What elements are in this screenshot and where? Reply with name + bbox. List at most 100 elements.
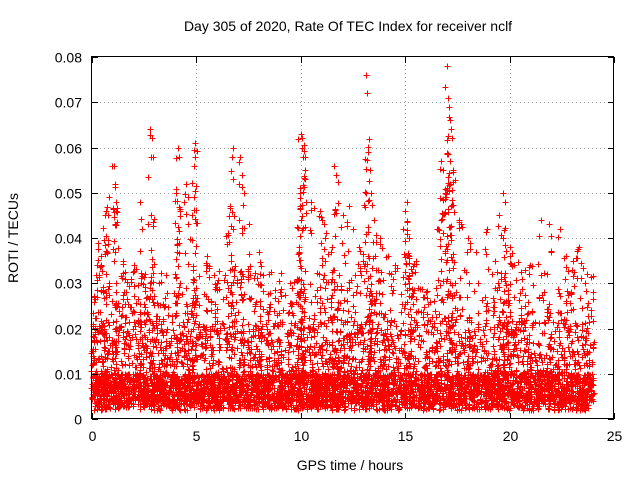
- data-point-bg: [452, 348, 459, 355]
- data-point-bg: [579, 305, 586, 312]
- data-point-bg: [545, 317, 552, 324]
- data-point-bg: [211, 272, 218, 279]
- data-point-bg: [260, 272, 267, 279]
- data-point-bg: [582, 320, 589, 327]
- data-point-bg: [168, 335, 175, 342]
- data-point-bg: [302, 347, 309, 354]
- data-point-bg: [190, 326, 197, 333]
- data-point-bg: [558, 351, 565, 358]
- data-point-bg: [462, 335, 469, 342]
- data-point-bg: [364, 366, 371, 373]
- data-point-bg: [150, 279, 157, 286]
- data-points: [88, 63, 598, 414]
- data-point-bg: [431, 298, 438, 305]
- data-point-bg: [199, 352, 206, 359]
- grid-lines: [92, 57, 614, 419]
- data-point-bg: [131, 309, 138, 316]
- data-point-bg: [493, 372, 500, 379]
- data-point-bg: [577, 365, 584, 372]
- data-point-bg: [407, 321, 414, 328]
- data-point-bg: [561, 324, 568, 331]
- data-point-bg: [253, 343, 260, 350]
- data-point-bg: [515, 359, 522, 366]
- data-point-bg: [555, 357, 562, 364]
- data-point-bg: [276, 278, 283, 285]
- data-point-bg: [437, 330, 444, 337]
- data-point-bg: [150, 357, 157, 364]
- data-point-bg: [413, 368, 420, 375]
- data-point-bg: [408, 314, 415, 321]
- data-point-bg: [511, 388, 518, 395]
- data-point-bg: [180, 363, 187, 370]
- data-point-bg: [588, 274, 595, 281]
- data-point-bg: [471, 328, 478, 335]
- data-point-bg: [518, 269, 525, 276]
- data-point-bg: [311, 333, 318, 340]
- data-point-bg: [387, 307, 394, 314]
- data-point-bg: [547, 335, 554, 342]
- data-point-bg: [424, 288, 431, 295]
- data-point-bg: [575, 337, 582, 344]
- data-point-bg: [562, 276, 569, 283]
- data-point-bg: [163, 329, 170, 336]
- data-point-bg: [539, 359, 546, 366]
- data-point-bg: [551, 338, 558, 345]
- data-point-bg: [196, 273, 203, 280]
- data-point-bg: [322, 285, 329, 292]
- data-point-bg: [537, 351, 544, 358]
- data-point-bg: [483, 338, 490, 345]
- data-point-bg: [216, 268, 223, 275]
- data-point-bg: [202, 327, 209, 334]
- data-point-bg: [282, 292, 289, 299]
- data-point-bg: [318, 355, 325, 362]
- data-point-bg: [224, 369, 231, 376]
- data-point-bg: [496, 314, 503, 321]
- data-point-bg: [384, 318, 391, 325]
- data-point-bg: [101, 347, 108, 354]
- data-point-bg: [126, 319, 133, 326]
- data-point-bg: [226, 324, 233, 331]
- data-point-bg: [219, 320, 226, 327]
- data-point-bg: [232, 312, 239, 319]
- data-point-bg: [436, 311, 443, 318]
- data-point-bg: [260, 288, 267, 295]
- data-point-bg: [118, 358, 125, 365]
- data-point-bg: [341, 407, 348, 414]
- data-point-bg: [382, 354, 389, 361]
- data-point-bg: [526, 332, 533, 339]
- data-point-bg: [197, 406, 204, 413]
- data-point-bg: [276, 343, 283, 350]
- data-point-bg: [586, 319, 593, 326]
- data-point-bg: [458, 334, 465, 341]
- data-point-bg: [426, 348, 433, 355]
- data-point-bg: [208, 307, 215, 314]
- data-point-bg: [387, 322, 394, 329]
- data-point-bg: [335, 338, 342, 345]
- data-point-bg: [555, 320, 562, 327]
- data-point-bg: [585, 300, 592, 307]
- data-point-bg: [209, 344, 216, 351]
- data-point-bg: [278, 286, 285, 293]
- data-point-bg: [163, 272, 170, 279]
- data-point-bg: [475, 366, 482, 373]
- data-point-bg: [389, 290, 396, 297]
- data-point-bg: [330, 360, 337, 367]
- data-point-bg: [238, 349, 245, 356]
- data-point-bg: [429, 347, 436, 354]
- data-point-bg: [257, 259, 264, 266]
- data-point-bg: [394, 332, 401, 339]
- data-point-bg: [436, 407, 443, 414]
- data-point-bg: [525, 346, 532, 353]
- data-point-bg: [412, 269, 419, 276]
- data-point-bg: [188, 346, 195, 353]
- data-point-bg: [337, 329, 344, 336]
- data-point-bg: [477, 336, 484, 343]
- data-point-bg: [166, 387, 173, 394]
- data-point-bg: [409, 329, 416, 336]
- data-point-bg: [405, 311, 412, 318]
- data-point-bg: [398, 309, 405, 316]
- data-point-bg: [215, 277, 222, 284]
- data-point-bg: [530, 282, 537, 289]
- data-point-bg: [229, 323, 236, 330]
- data-point-bg: [533, 358, 540, 365]
